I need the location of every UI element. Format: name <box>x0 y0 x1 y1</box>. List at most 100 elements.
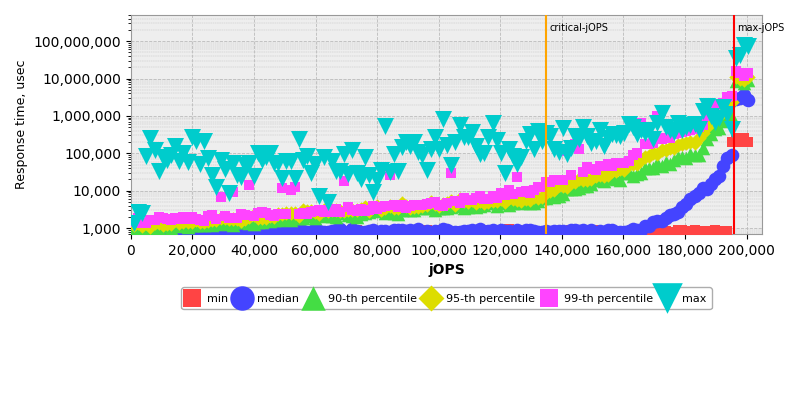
max <box>404 143 417 149</box>
min <box>338 228 350 234</box>
median <box>449 228 462 235</box>
90-th percentile <box>370 207 383 214</box>
90-th percentile <box>717 116 730 122</box>
min <box>696 228 709 235</box>
90-th percentile <box>577 182 590 189</box>
max <box>132 208 145 215</box>
min <box>453 228 466 234</box>
max <box>161 156 174 163</box>
median <box>642 222 655 229</box>
90-th percentile <box>334 210 346 216</box>
95-th percentile <box>651 151 664 157</box>
95-th percentile <box>194 219 206 225</box>
median <box>540 227 553 234</box>
90-th percentile <box>202 220 214 227</box>
90-th percentile <box>494 198 507 205</box>
90-th percentile <box>680 155 693 162</box>
99-th percentile <box>589 166 602 173</box>
99-th percentile <box>692 124 705 130</box>
min <box>688 227 701 233</box>
99-th percentile <box>366 202 379 209</box>
90-th percentile <box>523 200 536 206</box>
99-th percentile <box>165 217 178 224</box>
max <box>552 148 565 155</box>
95-th percentile <box>144 224 157 230</box>
min <box>127 228 140 234</box>
99-th percentile <box>230 215 243 222</box>
median <box>536 229 549 235</box>
95-th percentile <box>309 209 322 215</box>
95-th percentile <box>556 183 569 189</box>
99-th percentile <box>305 209 318 215</box>
99-th percentile <box>709 103 722 110</box>
99-th percentile <box>272 211 285 217</box>
90-th percentile <box>140 228 153 235</box>
min <box>190 227 202 234</box>
median <box>404 227 417 234</box>
90-th percentile <box>498 200 511 206</box>
max <box>313 192 326 199</box>
median <box>165 226 178 232</box>
90-th percentile <box>730 78 742 84</box>
min <box>449 229 462 235</box>
median <box>152 229 165 235</box>
90-th percentile <box>626 172 639 179</box>
min <box>198 228 210 235</box>
99-th percentile <box>602 161 614 168</box>
90-th percentile <box>581 183 594 190</box>
90-th percentile <box>395 207 408 214</box>
90-th percentile <box>173 222 186 229</box>
99-th percentile <box>206 212 218 218</box>
max <box>449 138 462 145</box>
median <box>247 228 260 234</box>
max <box>573 136 586 142</box>
90-th percentile <box>536 194 549 201</box>
median <box>127 228 140 234</box>
min <box>226 228 239 235</box>
median <box>330 226 342 233</box>
99-th percentile <box>531 183 544 190</box>
max <box>734 52 746 58</box>
min <box>717 228 730 235</box>
95-th percentile <box>387 204 400 211</box>
99-th percentile <box>400 204 413 211</box>
95-th percentile <box>486 198 499 204</box>
median <box>560 228 573 235</box>
90-th percentile <box>210 221 223 227</box>
min <box>676 227 689 234</box>
median <box>511 226 524 233</box>
90-th percentile <box>655 163 668 170</box>
max <box>186 134 198 140</box>
95-th percentile <box>234 218 247 225</box>
max <box>433 146 446 152</box>
min <box>548 228 561 234</box>
min <box>313 228 326 234</box>
max <box>284 158 297 164</box>
max <box>420 167 433 174</box>
99-th percentile <box>581 164 594 170</box>
90-th percentile <box>478 202 490 208</box>
90-th percentile <box>420 204 433 211</box>
median <box>527 228 540 234</box>
95-th percentile <box>713 111 726 117</box>
90-th percentile <box>218 220 231 226</box>
95-th percentile <box>346 207 359 213</box>
min <box>523 228 536 234</box>
min <box>606 228 618 234</box>
99-th percentile <box>437 203 450 209</box>
90-th percentile <box>230 219 243 225</box>
95-th percentile <box>140 220 153 227</box>
min <box>680 228 693 234</box>
min <box>297 228 310 234</box>
90-th percentile <box>486 198 499 204</box>
95-th percentile <box>676 141 689 148</box>
99-th percentile <box>370 206 383 212</box>
max <box>726 126 738 132</box>
median <box>420 228 433 234</box>
99-th percentile <box>466 197 478 203</box>
99-th percentile <box>342 204 354 210</box>
99-th percentile <box>309 207 322 214</box>
90-th percentile <box>391 211 404 217</box>
99-th percentile <box>263 212 276 218</box>
min <box>202 227 214 233</box>
